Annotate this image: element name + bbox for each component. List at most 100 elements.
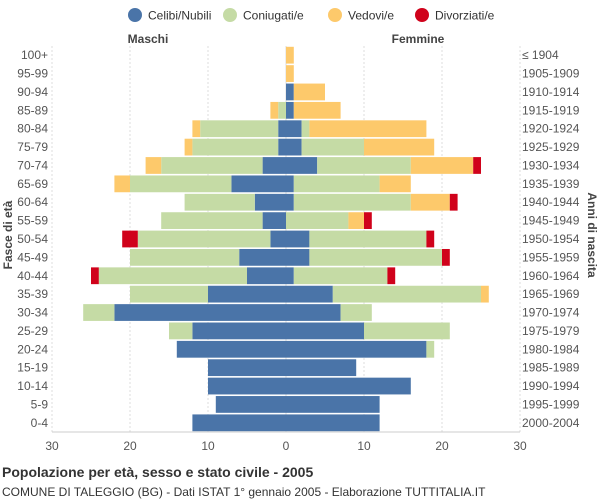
bar-male-coniugati-e-75-79	[192, 138, 279, 156]
bar-female-celibi-nubili-65-69	[286, 175, 294, 193]
bar-female-vedovi-e-65-69	[379, 175, 411, 193]
bar-female-celibi-nubili-70-74	[286, 157, 318, 174]
bar-female-vedovi-e-35-39	[481, 285, 489, 303]
bar-female-coniugati-e-20-24	[426, 340, 435, 358]
bar-female-divorziati-e-40-44	[387, 267, 396, 285]
bar-female-coniugati-e-35-39	[332, 285, 481, 303]
bar-female-vedovi-e-55-59	[348, 212, 364, 230]
bar-male-coniugati-e-55-59	[161, 212, 263, 230]
age-group-labels: 100+ 95-99 90-94 85-89 80-84 75-79 70-74 65-69 6…	[17, 48, 48, 430]
age-group-label: 30-34	[17, 306, 48, 320]
age-group-label: 15-19	[17, 361, 48, 375]
legend: Celibi/Nubili Coniugati/e Vedovi/e Divorzia…	[128, 8, 495, 23]
legend-swatch	[328, 8, 342, 22]
bar-male-coniugati-e-50-54	[137, 230, 271, 248]
bar-female-vedovi-e-80-84	[309, 120, 427, 138]
chart-title: Popolazione per età, sesso e stato civil…	[2, 464, 314, 480]
birth-year-label: 1960-1964	[522, 269, 580, 283]
bar-female-divorziati-e-50-54	[426, 230, 435, 248]
bar-male-celibi-nubili-0-4	[192, 414, 286, 432]
bar-female-vedovi-e-100	[286, 46, 294, 64]
age-group-label: 50-54	[17, 232, 48, 246]
bar-female-celibi-nubili-5-9	[286, 396, 380, 413]
bar-male-coniugati-e-60-64	[184, 193, 255, 211]
bar-female-celibi-nubili-15-19	[286, 359, 357, 377]
bar-female-celibi-nubili-60-64	[286, 193, 294, 211]
age-group-label: 0-4	[31, 416, 49, 430]
bar-female-vedovi-e-90-94	[293, 83, 325, 101]
x-tick-label: 0	[283, 439, 290, 453]
bar-female-coniugati-e-40-44	[293, 267, 388, 285]
bars	[83, 46, 489, 432]
age-group-label: 60-64	[17, 195, 48, 209]
y-axis-title-left: Fasce di età	[1, 200, 15, 269]
bar-female-divorziati-e-70-74	[473, 157, 481, 174]
x-axis-ticks: 30 20 10 0 10 20 30	[45, 439, 527, 453]
bar-female-celibi-nubili-40-44	[286, 267, 294, 285]
bar-female-celibi-nubili-35-39	[286, 285, 333, 303]
bar-male-vedovi-e-85-89	[270, 101, 279, 119]
females-header: Femmine	[392, 32, 445, 46]
bar-female-divorziati-e-45-49	[442, 248, 450, 266]
bar-female-coniugati-e-50-54	[309, 230, 427, 248]
birth-year-label: 1935-1939	[522, 177, 580, 191]
legend-swatch	[128, 8, 142, 22]
bar-male-celibi-nubili-25-29	[192, 322, 286, 340]
bar-female-celibi-nubili-85-89	[286, 101, 294, 119]
bar-male-celibi-nubili-60-64	[254, 193, 286, 211]
age-group-label: 20-24	[17, 342, 48, 356]
bar-male-coniugati-e-40-44	[98, 267, 247, 285]
bar-female-vedovi-e-95-99	[286, 65, 294, 82]
birth-year-label: 1940-1944	[522, 195, 580, 209]
bar-female-vedovi-e-60-64	[410, 193, 450, 211]
bar-male-celibi-nubili-65-69	[231, 175, 286, 193]
legend-label: Vedovi/e	[348, 9, 394, 23]
birth-year-label: 1945-1949	[522, 214, 580, 228]
x-tick-label: 20	[123, 439, 137, 453]
birth-year-label: 1995-1999	[522, 397, 580, 411]
population-pyramid-chart: Celibi/Nubili Coniugati/e Vedovi/e Divorzia…	[1, 8, 599, 453]
age-group-label: 85-89	[17, 103, 48, 117]
bar-female-coniugati-e-45-49	[309, 248, 442, 266]
bar-female-coniugati-e-80-84	[301, 120, 310, 138]
bar-male-celibi-nubili-45-49	[239, 248, 286, 266]
bar-female-coniugati-e-65-69	[293, 175, 380, 193]
x-tick-label: 30	[513, 439, 527, 453]
bar-female-coniugati-e-55-59	[286, 212, 349, 230]
bar-male-celibi-nubili-20-24	[176, 340, 286, 358]
legend-swatch	[223, 8, 237, 22]
birth-year-label: 1920-1924	[522, 122, 580, 136]
bar-female-coniugati-e-30-34	[340, 304, 372, 321]
bar-female-celibi-nubili-75-79	[286, 138, 302, 156]
birth-year-label: 1905-1909	[522, 67, 580, 81]
chart-subtitle: COMUNE DI TALEGGIO (BG) - Dati ISTAT 1° …	[2, 485, 486, 499]
birth-year-label: 1910-1914	[522, 85, 580, 99]
legend-item-celibi-nubili: Celibi/Nubili	[128, 8, 211, 23]
bar-male-vedovi-e-80-84	[192, 120, 201, 138]
birth-year-labels: ≤ 1904 1905-1909 1910-1914 1915-1919 1920-19…	[522, 48, 580, 430]
x-tick-label: 10	[201, 439, 215, 453]
bar-female-coniugati-e-75-79	[301, 138, 364, 156]
legend-item-coniugati-e: Coniugati/e	[223, 8, 304, 23]
age-group-label: 65-69	[17, 177, 48, 191]
birth-year-label: 1950-1954	[522, 232, 580, 246]
age-group-label: 100+	[21, 48, 48, 62]
bar-male-celibi-nubili-55-59	[262, 212, 286, 230]
bar-female-celibi-nubili-50-54	[286, 230, 310, 248]
birth-year-label: 1970-1974	[522, 306, 580, 320]
birth-year-label: 1915-1919	[522, 103, 580, 117]
bar-female-coniugati-e-70-74	[317, 157, 411, 174]
age-group-label: 35-39	[17, 287, 48, 301]
bar-male-celibi-nubili-80-84	[278, 120, 286, 138]
birth-year-label: 1930-1934	[522, 158, 580, 172]
bar-male-celibi-nubili-35-39	[208, 285, 286, 303]
bar-female-celibi-nubili-80-84	[286, 120, 302, 138]
bar-male-celibi-nubili-30-34	[114, 304, 287, 321]
birth-year-label: 1955-1959	[522, 250, 580, 264]
bar-male-coniugati-e-45-49	[130, 248, 240, 266]
bar-male-divorziati-e-50-54	[122, 230, 138, 248]
birth-year-label: 1990-1994	[522, 379, 580, 393]
bar-female-vedovi-e-85-89	[293, 101, 341, 119]
bar-female-celibi-nubili-0-4	[286, 414, 380, 432]
x-tick-label: 20	[435, 439, 449, 453]
